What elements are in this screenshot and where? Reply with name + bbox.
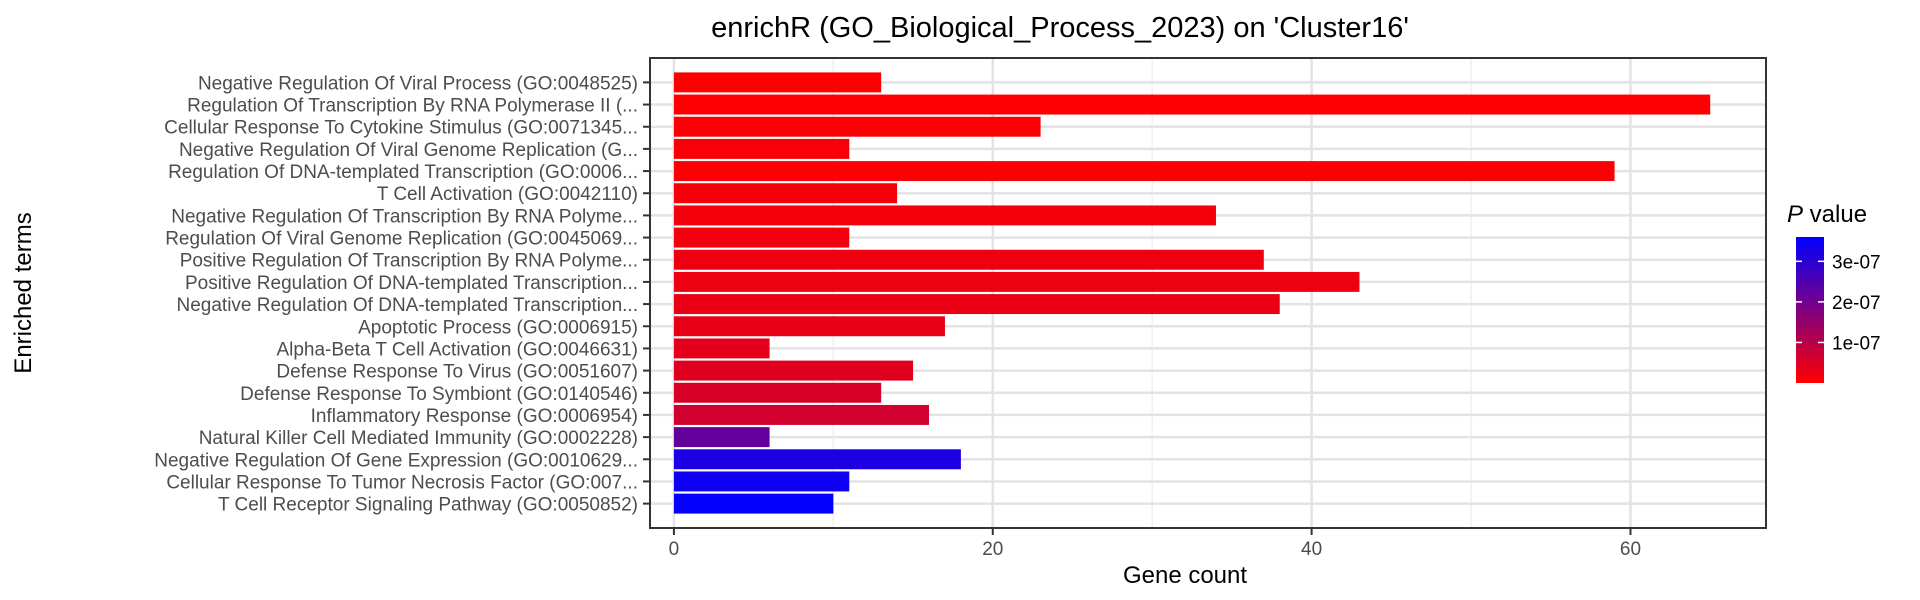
legend-title: P value — [1787, 201, 1867, 228]
y-tick-label: Negative Regulation Of Transcription By … — [171, 206, 638, 227]
y-tick-label: Positive Regulation Of Transcription By … — [180, 251, 638, 272]
bar — [673, 138, 850, 159]
y-tick-label: Negative Regulation Of Viral Genome Repl… — [179, 140, 638, 161]
x-axis-title: Gene count — [1123, 562, 1247, 589]
panel-border — [649, 57, 1767, 529]
bar — [673, 493, 834, 514]
y-tick-label: Negative Regulation Of Viral Process (GO… — [198, 73, 638, 94]
y-tick-label: Regulation Of Transcription By RNA Polym… — [187, 96, 638, 117]
y-tick-label: Negative Regulation Of Gene Expression (… — [154, 450, 638, 471]
x-tick-label: 0 — [669, 539, 680, 560]
x-tick-label: 20 — [982, 539, 1003, 560]
x-tick-label: 60 — [1620, 539, 1641, 560]
y-tick-label: Alpha-Beta T Cell Activation (GO:0046631… — [276, 339, 638, 360]
bar — [673, 227, 850, 248]
y-tick-label: Defense Response To Symbiont (GO:0140546… — [240, 384, 638, 405]
legend-title-italic: P — [1787, 201, 1803, 228]
y-tick-label: Regulation Of DNA-templated Transcriptio… — [168, 162, 638, 183]
bar — [673, 316, 945, 337]
bar — [673, 449, 961, 470]
bar — [673, 161, 1615, 182]
x-tick-label: 40 — [1301, 539, 1322, 560]
chart-title: enrichR (GO_Biological_Process_2023) on … — [711, 12, 1409, 44]
bar — [673, 249, 1264, 270]
bar — [673, 338, 770, 359]
legend-title-rest: value — [1803, 201, 1867, 228]
bar — [673, 94, 1711, 115]
y-tick-label: Apoptotic Process (GO:0006915) — [358, 317, 638, 338]
bars-group — [673, 72, 1711, 514]
y-tick-label: T Cell Receptor Signaling Pathway (GO:00… — [218, 495, 638, 516]
bar — [673, 271, 1360, 292]
bar — [673, 427, 770, 448]
x-axis: 0 20 40 60 — [669, 528, 1641, 560]
bar — [673, 72, 882, 93]
p-value-legend: P value 1e-07 2e-07 3e-07 — [1787, 201, 1881, 383]
y-tick-label: Cellular Response To Cytokine Stimulus (… — [164, 118, 638, 139]
y-tick-label: Positive Regulation Of DNA-templated Tra… — [185, 273, 638, 294]
bar — [673, 360, 914, 381]
legend-tick-label: 3e-07 — [1832, 252, 1881, 273]
y-tick-label: Regulation Of Viral Genome Replication (… — [165, 229, 638, 250]
bar — [673, 404, 929, 425]
y-tick-label: Defense Response To Virus (GO:0051607) — [276, 362, 638, 383]
y-axis: Negative Regulation Of Viral Process (GO… — [154, 73, 650, 516]
bar — [673, 116, 1041, 137]
y-tick-label: Inflammatory Response (GO:0006954) — [311, 406, 638, 427]
y-tick-label: Negative Regulation Of DNA-templated Tra… — [177, 295, 639, 316]
plot-panel — [649, 57, 1767, 529]
legend-tick-label: 2e-07 — [1832, 293, 1881, 314]
legend-tick-label: 1e-07 — [1832, 333, 1881, 354]
legend-ticks: 1e-07 2e-07 3e-07 — [1796, 252, 1881, 354]
bar — [673, 294, 1280, 315]
y-tick-label: Cellular Response To Tumor Necrosis Fact… — [166, 472, 638, 493]
bar — [673, 183, 898, 204]
y-tick-label: T Cell Activation (GO:0042110) — [377, 184, 638, 205]
bar — [673, 382, 882, 403]
y-axis-title: Enriched terms — [10, 212, 37, 373]
bar — [673, 205, 1216, 226]
y-tick-label: Natural Killer Cell Mediated Immunity (G… — [199, 428, 638, 449]
bar — [673, 471, 850, 492]
legend-colorbar — [1796, 237, 1824, 383]
